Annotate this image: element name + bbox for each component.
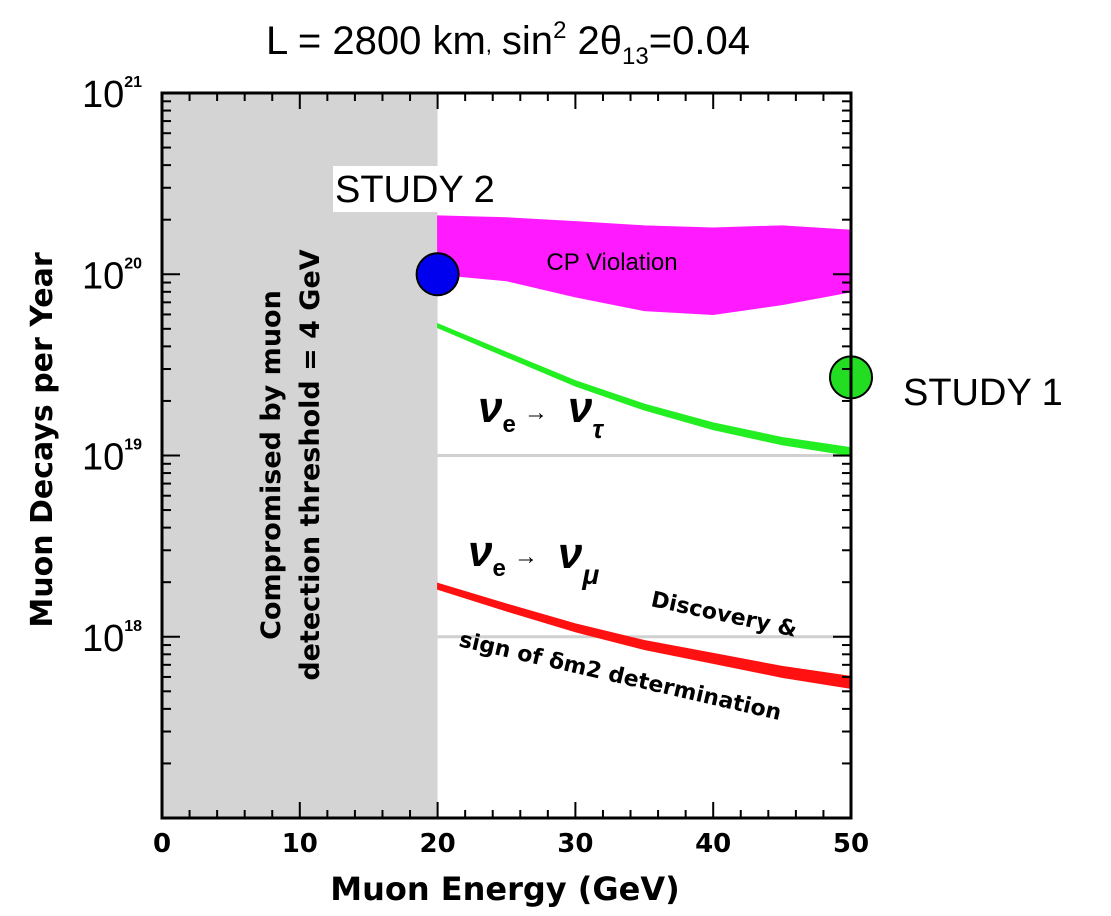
- y-tick-base-0: 10: [82, 618, 124, 660]
- nu-symbol-1: ν: [478, 383, 503, 432]
- x-tick-label-3: 30: [557, 829, 593, 859]
- cp-violation-label: CP Violation: [546, 249, 677, 276]
- x-tick-label-1: 10: [282, 829, 318, 859]
- x-tick-label-4: 40: [695, 829, 731, 859]
- nu-symbol-4: ν: [558, 529, 583, 578]
- x-tick-label-2: 20: [420, 829, 456, 859]
- nue-nutau-label: νe → ντ: [478, 383, 604, 444]
- title-param: sin: [502, 19, 553, 63]
- shaded-label-line1: Compromised by muon: [256, 290, 287, 640]
- y-tick-exponent-0: 18: [124, 618, 142, 635]
- y-tick-base-2: 10: [82, 255, 124, 297]
- y-axis-label: Muon Decays per Year: [25, 252, 60, 627]
- nu-symbol-3: ν: [468, 527, 493, 576]
- title-separator: ,: [486, 32, 492, 57]
- y-tick-exponent-1: 19: [124, 437, 142, 454]
- y-tick-exponent-3: 21: [124, 74, 142, 91]
- y-tick-label-1: 1019: [82, 437, 142, 479]
- y-axis-label-group: Muon Decays per Year: [25, 252, 60, 627]
- axis-ticks: [161, 93, 852, 819]
- series-layer: [415, 215, 873, 689]
- title-main: L = 2800 km: [266, 19, 486, 63]
- mu-subscript: μ: [581, 559, 599, 590]
- title-sub: 13: [622, 43, 649, 70]
- title-value: =0.04: [649, 19, 750, 63]
- y-tick-base-1: 10: [82, 437, 124, 479]
- study-1-label: STUDY 1: [903, 372, 1063, 414]
- plot-background: [162, 93, 438, 818]
- study-2-label: STUDY 2: [335, 169, 495, 211]
- study-2-label-bg: [333, 166, 533, 212]
- y-tick-label-3: 1021: [82, 74, 142, 116]
- x-tick-label-5: 50: [833, 829, 869, 859]
- x-axis-label: Muon Energy (GeV): [330, 870, 680, 908]
- arrow-1: →: [524, 399, 548, 426]
- y-tick-label-0: 1018: [82, 618, 142, 660]
- title-theta: 2θ: [566, 19, 622, 63]
- arrow-2: →: [514, 543, 538, 570]
- title-sup: 2: [553, 17, 566, 44]
- nu-symbol-2: ν: [568, 383, 593, 432]
- shaded-label-line2: detection threshold = 4 GeV: [295, 249, 326, 680]
- y-tick-label-2: 1020: [82, 255, 142, 297]
- chart-title: L = 2800 km, sin2 2θ13=0.04: [266, 17, 750, 70]
- discovery-label: Discovery &: [649, 587, 799, 642]
- e-subscript-2: e: [492, 555, 505, 582]
- y-tick-base-3: 10: [82, 74, 124, 116]
- study-point-1: [415, 252, 460, 297]
- shaded-region: [162, 93, 438, 818]
- shaded-region-label: Compromised by muon detection threshold …: [256, 249, 326, 680]
- y-tick-exponent-2: 20: [124, 255, 142, 272]
- nue-numu-label: νe → νμ: [468, 527, 599, 590]
- x-tick-label-0: 0: [153, 829, 171, 859]
- e-subscript-1: e: [502, 411, 515, 438]
- tau-subscript: τ: [592, 414, 604, 444]
